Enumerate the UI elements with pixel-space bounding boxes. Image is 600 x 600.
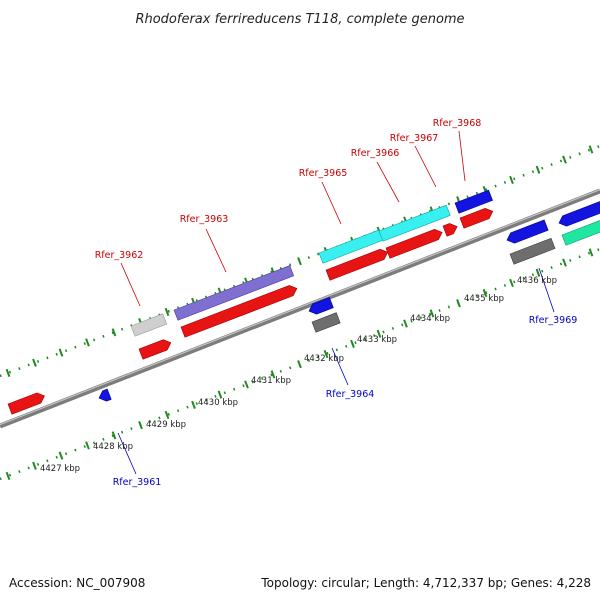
leader-rfer-3963: [205, 228, 227, 273]
gene-label-rfer-3964[interactable]: Rfer_3964: [326, 389, 375, 400]
major-tick: [350, 339, 355, 348]
gene-arrow-rfer-3962[interactable]: [138, 338, 173, 360]
major-tick: [32, 358, 37, 367]
leader-rfer-3961: [117, 432, 137, 475]
major-tick: [85, 338, 90, 347]
gene-labels: Rfer_3961 Rfer_3962 Rfer_3963 Rfer_3964 …: [95, 118, 578, 488]
feature-purple-block[interactable]: [173, 265, 295, 321]
gene-label-rfer-3961[interactable]: Rfer_3961: [113, 477, 162, 488]
genome-summary-text: Topology: circular; Length: 4,712,337 bp…: [261, 576, 591, 590]
major-ticks: [5, 145, 594, 481]
gene-arrow-rfer-3967[interactable]: [442, 221, 459, 237]
major-tick: [5, 368, 11, 378]
accession-text: Accession: NC_007908: [9, 576, 146, 590]
feature-blue-block[interactable]: [454, 189, 493, 214]
gene-label-rfer-3969[interactable]: Rfer_3969: [529, 315, 578, 326]
gene-label-rfer-3967[interactable]: Rfer_3967: [390, 133, 439, 144]
leader-rfer-3962: [120, 262, 141, 307]
major-tick: [164, 410, 170, 420]
tick-label: 4432 kbp: [304, 354, 344, 364]
major-tick: [456, 299, 461, 308]
major-tick: [164, 307, 170, 317]
major-tick: [376, 329, 382, 338]
tick-label: 4430 kbp: [198, 398, 238, 408]
major-tick: [32, 461, 37, 470]
gene-arrow-right-edge[interactable]: [557, 196, 600, 228]
major-tick: [562, 258, 567, 267]
gene-label-rfer-3968[interactable]: Rfer_3968: [433, 118, 482, 129]
major-tick: [85, 441, 90, 450]
major-tick: [509, 278, 514, 288]
major-tick: [138, 421, 143, 430]
feature-green-block[interactable]: [561, 213, 600, 246]
leader-rfer-3966: [376, 161, 400, 203]
major-tick: [58, 451, 64, 460]
tick-label: 4434 kbp: [410, 314, 450, 324]
major-tick: [535, 165, 541, 174]
gene-arrow-rfer-3969[interactable]: [505, 219, 549, 245]
scale-tick-labels: 4427 kbp 4428 kbp 4429 kbp 4430 kbp 4431…: [40, 276, 557, 474]
feature-cyan-block-2[interactable]: [378, 204, 451, 242]
tick-label: 4436 kbp: [517, 276, 557, 286]
gene-label-rfer-3966[interactable]: Rfer_3966: [351, 148, 400, 159]
major-tick: [111, 328, 117, 337]
major-tick: [588, 145, 594, 154]
tick-label: 4431 kbp: [251, 376, 291, 386]
leader-rfer-3968: [458, 130, 466, 182]
major-tick: [5, 471, 11, 481]
gene-label-rfer-3963[interactable]: Rfer_3963: [180, 214, 229, 225]
gene-arrow-rfer-3968[interactable]: [459, 206, 495, 229]
gene-arrow-rfer-3965[interactable]: [325, 247, 390, 281]
tick-label: 4433 kbp: [357, 335, 397, 345]
major-tick: [535, 268, 541, 277]
leader-rfer-3964: [331, 347, 349, 386]
leader-rfer-3965: [321, 181, 342, 225]
major-tick: [244, 380, 249, 389]
tick-label: 4428 kbp: [93, 442, 133, 452]
major-tick: [323, 349, 329, 359]
genome-backbone-highlight: [0, 189, 600, 426]
major-tick: [217, 390, 223, 399]
major-tick: [429, 309, 435, 318]
feature-grey-block[interactable]: [130, 313, 168, 337]
major-tick: [191, 400, 196, 409]
major-tick: [111, 431, 117, 440]
gene-label-rfer-3962[interactable]: Rfer_3962: [95, 250, 144, 261]
genome-backbone: [0, 188, 600, 429]
gene-leader-lines: [117, 130, 555, 475]
tick-label: 4435 kbp: [464, 294, 504, 304]
major-tick: [509, 175, 514, 185]
feature-dark-grey-block-3969[interactable]: [509, 237, 556, 265]
feature-dark-grey-block-3964[interactable]: [311, 312, 341, 333]
gene-arrow-rfer-3966[interactable]: [385, 227, 444, 259]
major-tick: [588, 248, 594, 257]
leader-rfer-3967: [414, 145, 437, 188]
major-tick: [58, 348, 64, 357]
major-tick: [297, 257, 302, 266]
major-tick: [297, 360, 302, 369]
major-tick: [270, 370, 276, 379]
major-tick: [403, 319, 408, 328]
genome-title: Rhodoferax ferrireducens T118, complete …: [135, 12, 464, 27]
gene-label-rfer-3965[interactable]: Rfer_3965: [299, 168, 348, 179]
gene-arrow-rfer-3963[interactable]: [180, 283, 299, 338]
gene-arrow-left-edge[interactable]: [7, 391, 46, 415]
tick-label: 4429 kbp: [146, 420, 186, 430]
features: [7, 189, 600, 415]
gene-arrow-rfer-3964[interactable]: [307, 297, 334, 316]
tick-label: 4427 kbp: [40, 464, 80, 474]
major-tick: [562, 155, 567, 164]
gene-arrow-rfer-3961[interactable]: [97, 388, 112, 403]
leader-rfer-3969: [538, 267, 555, 313]
major-tick: [482, 288, 488, 298]
